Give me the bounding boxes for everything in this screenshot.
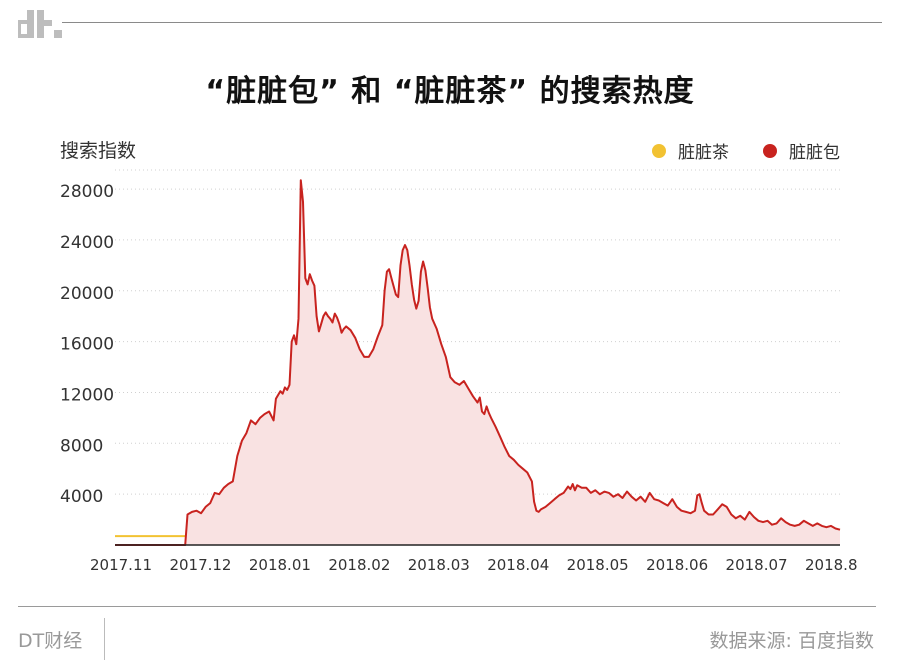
legend-dot-tea xyxy=(652,143,666,158)
x-tick-label: 2018.01 xyxy=(249,556,311,574)
x-tick-label: 2017.12 xyxy=(169,556,231,574)
dt-logo-icon xyxy=(18,10,62,38)
x-tick-label: 2018.02 xyxy=(328,556,390,574)
x-tick-label: 2018.8 xyxy=(805,556,858,574)
legend-item-bun: 脏脏包 xyxy=(763,138,840,163)
legend-dot-bun xyxy=(763,143,777,158)
x-tick-label: 2017.11 xyxy=(90,556,152,574)
legend-label-tea: 脏脏茶 xyxy=(678,143,729,163)
x-tick-label: 2018.06 xyxy=(646,556,708,574)
y-tick-label: 8000 xyxy=(60,436,103,456)
chart-legend: 脏脏茶 脏脏包 xyxy=(618,138,840,163)
x-tick-label: 2018.04 xyxy=(487,556,549,574)
x-tick-label: 2018.07 xyxy=(726,556,788,574)
y-tick-label: 12000 xyxy=(60,385,114,405)
x-tick-label: 2018.05 xyxy=(567,556,629,574)
y-tick-label: 24000 xyxy=(60,233,114,253)
y-tick-label: 16000 xyxy=(60,335,114,355)
y-tick-label: 20000 xyxy=(60,284,114,304)
footer-rule xyxy=(18,606,876,607)
series-area-1 xyxy=(115,180,840,545)
legend-label-bun: 脏脏包 xyxy=(789,143,840,163)
series-line-1 xyxy=(115,179,841,546)
chart-title: “脏脏包” 和 “脏脏茶” 的搜索热度 xyxy=(205,74,695,109)
data-source: 数据来源: 百度指数 xyxy=(709,630,874,652)
legend-item-tea: 脏脏茶 xyxy=(652,138,729,163)
y-axis-label: 搜索指数 xyxy=(60,140,137,162)
header-rule xyxy=(62,22,882,23)
brand-name: DT财经 xyxy=(18,630,83,652)
y-tick-label: 4000 xyxy=(60,487,103,507)
x-tick-label: 2018.03 xyxy=(408,556,470,574)
line-chart: 4000 8000 12000 16000 20000 24000 28000 2017.11… xyxy=(60,169,858,574)
footer-divider xyxy=(104,618,105,660)
y-tick-label: 28000 xyxy=(60,182,114,202)
